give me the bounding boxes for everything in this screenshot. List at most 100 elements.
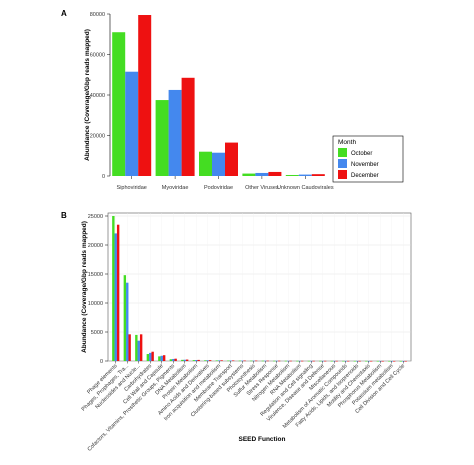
chart-b-bar xyxy=(254,360,258,362)
chart-a-bar xyxy=(285,174,299,176)
chart-b-bar xyxy=(381,360,384,362)
chart-b-bar xyxy=(404,360,407,362)
chart-b-bar xyxy=(273,360,276,362)
chart-a-bar xyxy=(168,89,182,176)
chart-b-bar xyxy=(139,334,143,361)
chart-b-bar xyxy=(264,360,267,362)
chart-b-bar xyxy=(146,354,150,361)
chart-b-bar xyxy=(181,359,184,361)
chart-b-bar xyxy=(266,360,269,362)
chart-a-legend-label: December xyxy=(351,173,379,179)
chart-b-plot-area xyxy=(107,212,412,362)
chart-b-x-axis-title: SEED Function xyxy=(239,436,286,443)
chart-b-bar xyxy=(312,360,315,362)
chart-b-bar xyxy=(172,358,175,361)
chart-a-x-tick-label: Myoviridae xyxy=(162,185,189,191)
chart-b-bar xyxy=(218,360,221,361)
chart-b-bar xyxy=(158,356,161,361)
chart-b-bar xyxy=(192,360,196,361)
chart-b-bar xyxy=(206,360,209,361)
chart-b-y-tick-label: 10000 xyxy=(88,301,103,307)
chart-b-bar xyxy=(307,360,311,362)
chart-b-bar xyxy=(135,334,138,361)
chart-b-bar xyxy=(399,360,403,362)
chart-a-x-tick-label: Siphoviridae xyxy=(117,185,147,191)
chart-a-bar xyxy=(268,171,282,176)
chart-b-bar xyxy=(277,360,281,362)
chart-a-y-tick-label: 60000 xyxy=(90,53,105,59)
chart-b-bar xyxy=(330,360,334,362)
chart-a-bar xyxy=(255,172,269,176)
chart-a-bar xyxy=(125,71,139,176)
chart-b-bar xyxy=(289,360,292,362)
chart-b-y-axis-title: Abundance (Coverage/Gbp reads mapped) xyxy=(81,221,88,353)
chart-b-bar xyxy=(365,360,368,362)
chart-a-bar xyxy=(181,77,195,176)
chart-a-legend-title: Month xyxy=(338,139,356,146)
chart-b-bar xyxy=(128,334,131,361)
chart-b-bar xyxy=(342,360,345,362)
chart-a-bar xyxy=(212,152,225,176)
chart-b-bar xyxy=(208,360,212,361)
chart-b-bar xyxy=(123,275,127,361)
chart-b-bar xyxy=(229,360,232,362)
chart-b-bar xyxy=(174,358,177,361)
chart-b-bar xyxy=(261,360,265,362)
chart-b-y-tick-label: 5000 xyxy=(91,330,103,336)
chart-b-bar xyxy=(169,359,173,361)
chart-a-legend-label: October xyxy=(351,151,372,157)
chart-a-bar xyxy=(311,174,325,176)
chart-a-y-tick-label: 80000 xyxy=(90,12,105,18)
chart-b-bar xyxy=(376,360,380,362)
chart-a-bar xyxy=(242,173,256,176)
chart-b-bar xyxy=(252,360,255,362)
chart-a-bar xyxy=(199,151,212,176)
chart-b-bar xyxy=(335,360,338,362)
chart-b-bar xyxy=(149,352,152,361)
chart-b-y-tick-label: 20000 xyxy=(88,243,103,249)
chart-a-bar xyxy=(298,174,312,176)
chart-b-bar xyxy=(358,360,361,362)
chart-b-bar xyxy=(137,340,140,361)
chart-b-bar xyxy=(227,360,230,362)
chart-b-bar xyxy=(114,233,117,361)
chart-b-bar xyxy=(388,360,391,362)
chart-b-bar xyxy=(215,360,219,362)
chart-a-legend-swatch xyxy=(338,170,347,179)
chart-b-bar xyxy=(197,359,200,361)
chart-a-bar xyxy=(155,100,169,176)
chart-a-y-tick-label: 0 xyxy=(102,174,105,180)
chart-a-x-tick-label: Unknown Caudovirales xyxy=(277,185,334,191)
chart-b-bar xyxy=(220,360,223,361)
chart-b-bar xyxy=(183,359,186,361)
chart-b-bar xyxy=(162,355,166,361)
chart-b-bar xyxy=(353,360,357,362)
chart-b-bar xyxy=(369,360,373,362)
chart-b-bar xyxy=(392,360,396,362)
chart-b-bar xyxy=(284,360,288,362)
chart-b-y-tick-label: 15000 xyxy=(88,272,103,278)
chart-a-bar xyxy=(225,142,238,176)
chart-a-x-tick-label: Podoviridae xyxy=(204,185,233,191)
chart-a-y-tick-label: 20000 xyxy=(90,134,105,140)
chart-b-bar xyxy=(160,355,163,361)
chart-a: 0 20000 40000 60000 80000 Siphoviridae Myovir… xyxy=(84,12,404,191)
chart-b-bar xyxy=(323,360,327,362)
chart-a-y-axis-title: Abundance (Coverage/Gbp reads mapped) xyxy=(84,29,91,161)
chart-b-bar xyxy=(195,360,198,361)
chart-b-bar xyxy=(185,359,189,361)
chart-b-bar xyxy=(231,360,235,362)
chart-b-bar xyxy=(346,360,350,362)
chart-a-bar xyxy=(138,15,152,177)
chart-b-y-tick-label: 25000 xyxy=(88,214,103,220)
chart-b-bar xyxy=(241,360,244,362)
chart-b-y-tick-label: 0 xyxy=(100,359,103,365)
chart-a-y-tick-label: 40000 xyxy=(90,93,105,99)
chart-a-legend-label: November xyxy=(351,162,379,168)
chart-a-x-tick-label: Other Viruses xyxy=(245,185,279,191)
chart-b-bar xyxy=(238,360,242,362)
chart-b-bar xyxy=(112,216,115,361)
chart-b-bar xyxy=(296,360,299,362)
